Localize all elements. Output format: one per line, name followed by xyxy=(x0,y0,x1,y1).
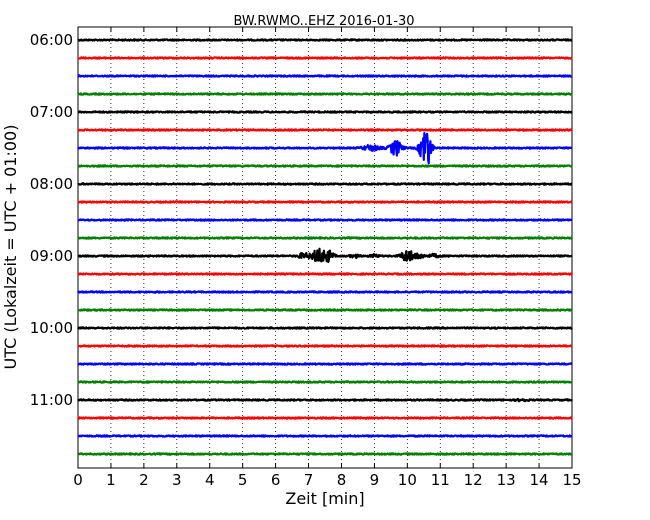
x-tick-label: 2 xyxy=(139,471,149,489)
x-tick-label: 4 xyxy=(205,471,215,489)
x-tick-label: 7 xyxy=(304,471,314,489)
trace-line xyxy=(77,290,573,294)
y-tick-label: 06:00 xyxy=(30,31,73,49)
x-axis-label: Zeit [min] xyxy=(285,489,364,508)
trace-line xyxy=(77,397,573,403)
trace-line xyxy=(77,236,573,240)
trace-line xyxy=(77,344,573,348)
trace-line xyxy=(77,326,573,330)
trace-line xyxy=(77,362,573,366)
trace-line xyxy=(77,452,573,456)
x-tick-label: 15 xyxy=(562,471,581,489)
trace-line xyxy=(77,380,573,384)
x-tick-label: 13 xyxy=(497,471,516,489)
x-tick-label: 5 xyxy=(238,471,248,489)
x-tick-label: 0 xyxy=(73,471,83,489)
y-tick-label: 09:00 xyxy=(30,247,73,265)
y-tick-label: 10:00 xyxy=(30,319,73,337)
y-tick-label: 11:00 xyxy=(30,391,73,409)
trace-line xyxy=(77,272,573,276)
x-tick-label: 14 xyxy=(530,471,549,489)
y-axis-label: UTC (Lokalzeit = UTC + 01:00) xyxy=(1,125,20,370)
trace-line xyxy=(77,74,573,78)
trace-line xyxy=(77,218,573,222)
trace-line xyxy=(77,56,573,60)
x-tick-label: 9 xyxy=(370,471,380,489)
x-tick-label: 10 xyxy=(398,471,417,489)
trace-group xyxy=(77,38,573,456)
trace-line xyxy=(77,182,573,186)
trace-line xyxy=(77,164,573,168)
chart-title: BW.RWMO..EHZ 2016-01-30 xyxy=(233,14,414,29)
x-tick-label: 6 xyxy=(271,471,281,489)
trace-line xyxy=(77,200,573,204)
x-tick-label: 8 xyxy=(337,471,347,489)
trace-line xyxy=(77,92,573,96)
x-tick-label: 11 xyxy=(431,471,450,489)
y-tick-label: 08:00 xyxy=(30,175,73,193)
y-tick-label: 07:00 xyxy=(30,103,73,121)
trace-line xyxy=(77,131,573,165)
x-tick-label: 1 xyxy=(106,471,116,489)
axis-ticks: 0 1 2 3 4 5 6 7 8 9 10 11 12 13 14 1506:0007:0008:0009:… xyxy=(30,27,582,489)
trace-line xyxy=(77,416,573,420)
plot-frame xyxy=(77,26,573,469)
grid-lines xyxy=(110,27,540,468)
trace-line xyxy=(77,128,573,132)
trace-line xyxy=(77,110,573,114)
trace-line xyxy=(77,434,573,438)
x-tick-label: 12 xyxy=(464,471,483,489)
trace-line xyxy=(77,247,573,264)
trace-line xyxy=(77,38,573,42)
x-tick-label: 3 xyxy=(172,471,182,489)
trace-line xyxy=(77,308,573,312)
